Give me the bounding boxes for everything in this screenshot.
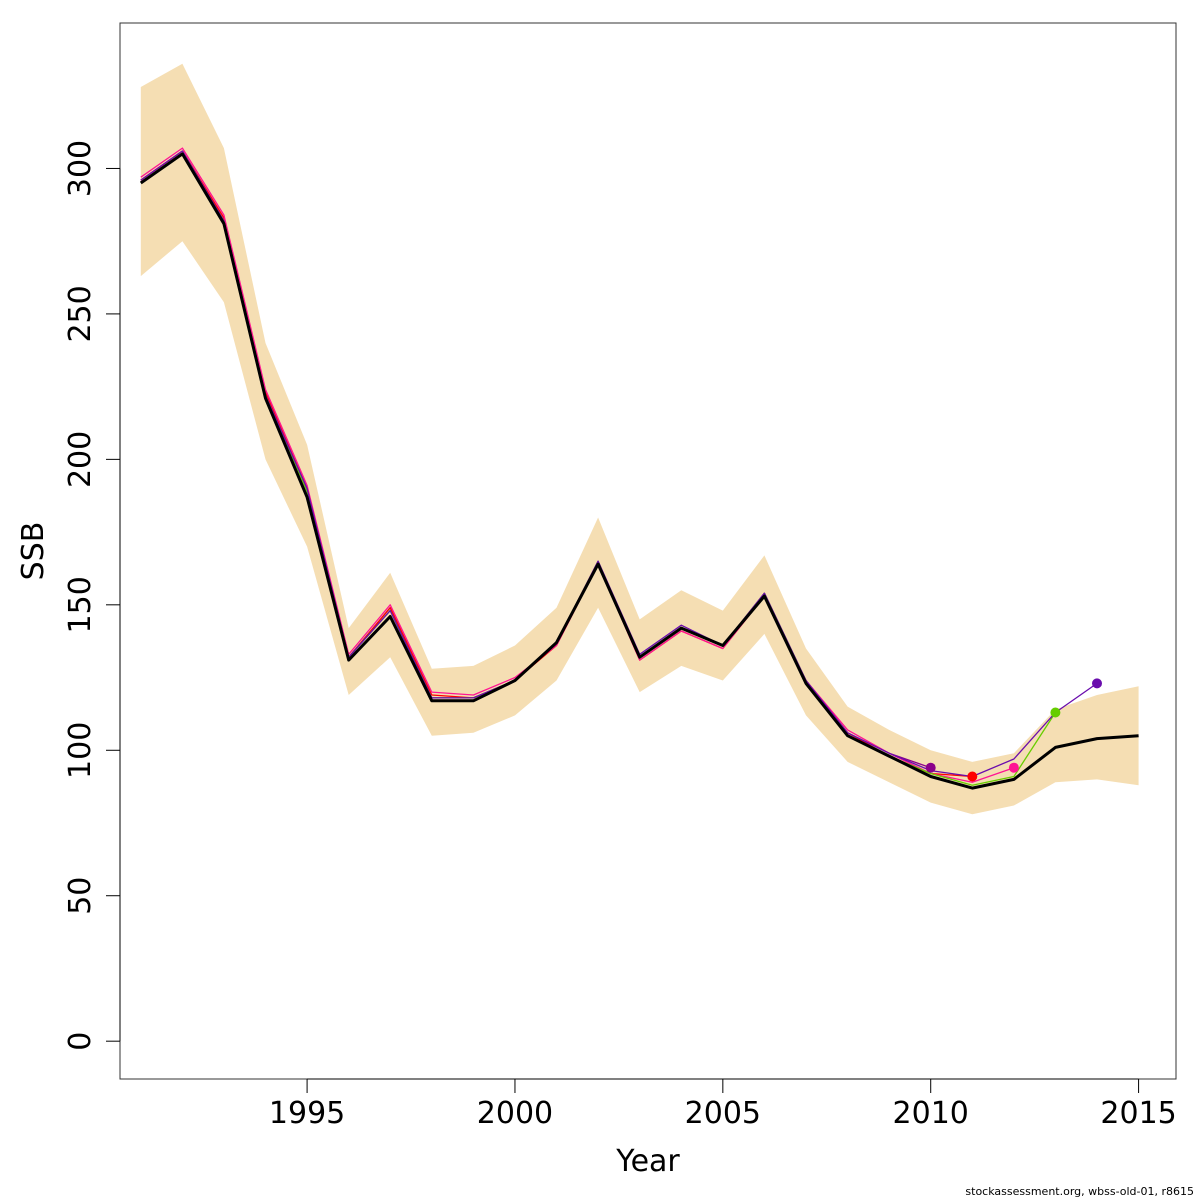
y-tick-label-100: 100 — [63, 722, 98, 779]
confidence-band-layer — [140, 63, 1139, 815]
y-axis-title: SSB — [16, 522, 51, 581]
end-point-3 — [1050, 707, 1061, 718]
series-line-0 — [139, 152, 1139, 790]
y-tick-label-50: 50 — [63, 877, 98, 915]
footer-credit: stockassessment.org, wbss-old-01, r8615 — [965, 1185, 1194, 1198]
series-line-2 — [140, 150, 973, 778]
confidence-band — [140, 63, 1139, 815]
end-points-layer — [925, 678, 1102, 782]
x-axis: 1995 2000 2005 2010 2015 — [269, 1078, 1177, 1131]
end-point-2 — [1008, 762, 1019, 773]
y-tick-label-0: 0 — [63, 1032, 98, 1051]
y-tick-label-250: 250 — [63, 285, 98, 342]
x-tick-label-1995: 1995 — [269, 1096, 345, 1131]
x-tick-label-2005: 2005 — [685, 1096, 761, 1131]
series-layer — [139, 147, 1139, 790]
y-tick-label-200: 200 — [63, 431, 98, 488]
x-tick-label-2015: 2015 — [1100, 1096, 1176, 1131]
plot-frame — [119, 22, 1177, 1080]
y-tick-label-300: 300 — [63, 140, 98, 197]
x-axis-title: Year — [615, 1144, 680, 1179]
end-point-1 — [967, 771, 978, 782]
x-tick-label-2000: 2000 — [477, 1096, 553, 1131]
y-axis: 0 50 100 150 200 250 300 — [63, 140, 121, 1051]
end-point-0 — [925, 762, 936, 773]
y-tick-label-150: 150 — [63, 576, 98, 633]
x-tick-label-2010: 2010 — [893, 1096, 969, 1131]
end-point-4 — [1092, 678, 1102, 689]
